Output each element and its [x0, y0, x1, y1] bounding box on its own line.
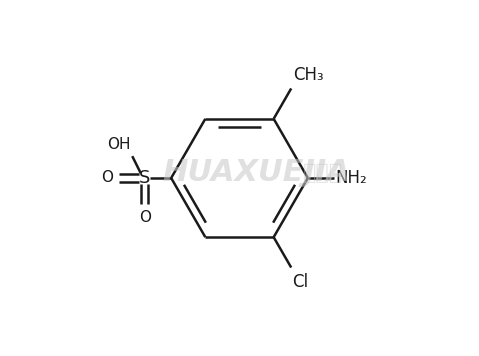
Text: HUAXUEJIA: HUAXUEJIA — [162, 158, 351, 187]
Text: 化学加: 化学加 — [303, 163, 342, 183]
Text: CH₃: CH₃ — [293, 66, 324, 84]
Text: Cl: Cl — [292, 273, 308, 291]
Text: NH₂: NH₂ — [335, 169, 367, 187]
Text: S: S — [139, 169, 150, 187]
Text: O: O — [102, 171, 114, 185]
Text: OH: OH — [107, 137, 130, 152]
Text: O: O — [139, 210, 151, 225]
